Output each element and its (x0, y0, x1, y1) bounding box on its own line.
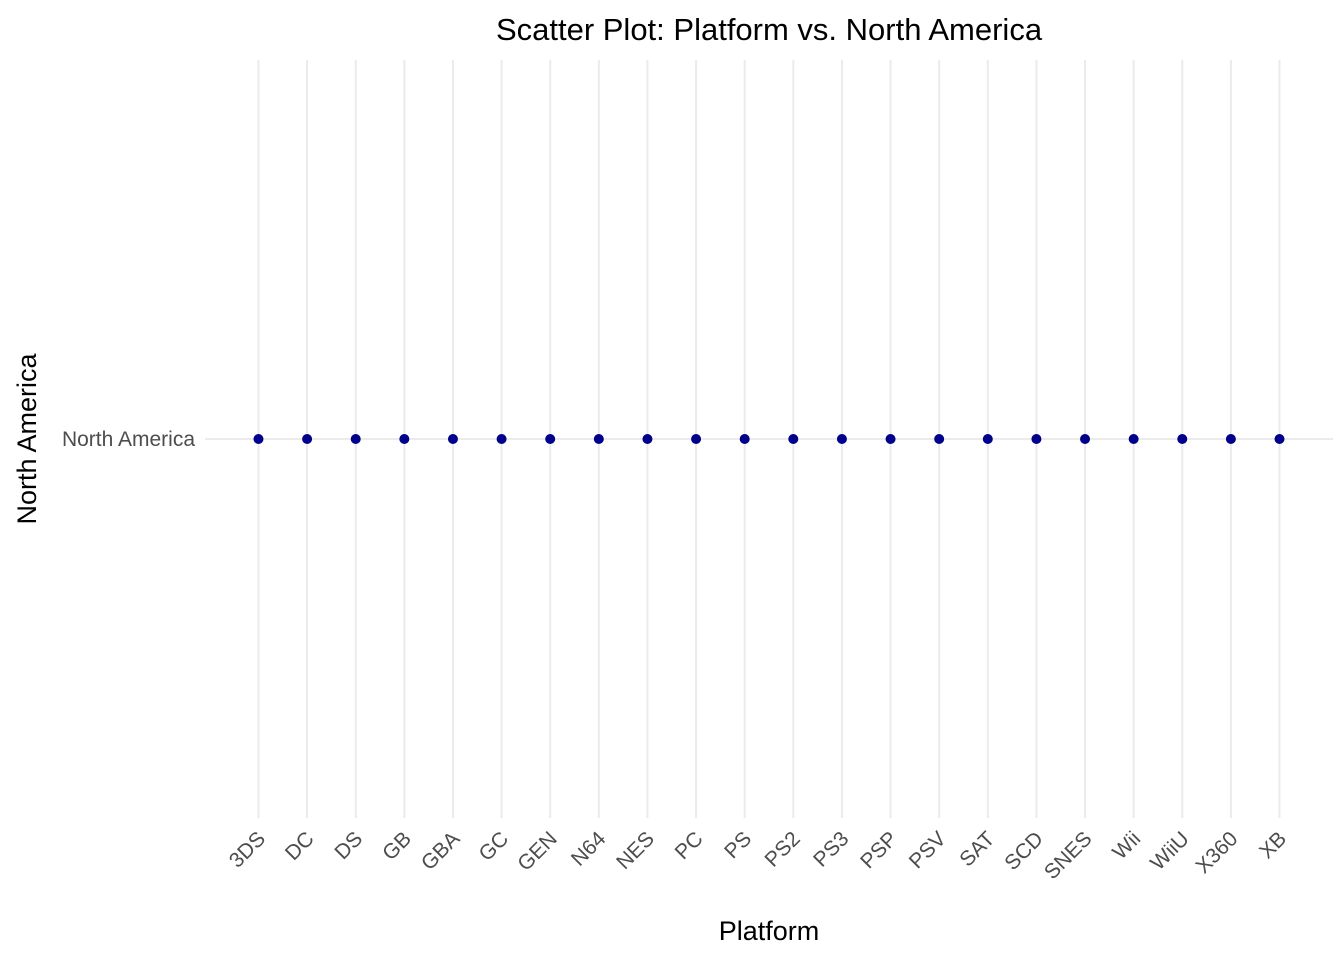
data-point (545, 434, 556, 444)
y-axis-label: North America (12, 352, 42, 524)
x-tick-label: NES (612, 827, 659, 874)
y-tick-labels: North America (62, 428, 195, 451)
data-point (302, 434, 313, 444)
data-point (593, 434, 604, 444)
data-points (253, 434, 1285, 444)
data-point (447, 434, 458, 444)
grid-lines (205, 60, 1333, 818)
y-tick-label: North America (62, 428, 195, 451)
x-tick-label: PS2 (761, 827, 805, 871)
x-tick-label: WiiU (1146, 827, 1194, 875)
data-point (1128, 434, 1139, 444)
data-point (253, 434, 264, 444)
data-point (1274, 434, 1285, 444)
x-tick-label: GBA (417, 827, 465, 875)
data-point (934, 434, 945, 444)
x-tick-label: Wii (1108, 827, 1145, 864)
x-tick-label: GEN (513, 827, 561, 875)
data-point (399, 434, 410, 444)
data-point (739, 434, 750, 444)
x-tick-label: SNES (1040, 827, 1097, 884)
x-tick-label: 3DS (225, 827, 270, 872)
data-point (885, 434, 896, 444)
data-point (1080, 434, 1091, 444)
data-point (1031, 434, 1042, 444)
x-tick-label: N64 (567, 827, 611, 871)
data-point (691, 434, 702, 444)
x-tick-label: GB (378, 827, 416, 865)
data-point (350, 434, 361, 444)
x-tick-label: PSV (905, 827, 951, 873)
data-point (1225, 434, 1236, 444)
chart-title: Scatter Plot: Platform vs. North America (496, 12, 1043, 47)
x-tick-label: DC (281, 827, 319, 865)
data-point (982, 434, 993, 444)
data-point (496, 434, 507, 444)
x-tick-label: XB (1255, 827, 1291, 863)
x-tick-label: SAT (955, 827, 999, 871)
x-tick-label: DS (330, 827, 367, 864)
x-tick-label: PC (671, 827, 708, 864)
data-point (642, 434, 653, 444)
x-tick-label: PSP (856, 827, 902, 873)
data-point (1177, 434, 1188, 444)
x-tick-label: PS (720, 827, 756, 863)
x-tick-labels: 3DS DC DS GB GBA GC GEN N64 NES PC PS PS2 PS3 PSP PSV S… (225, 827, 1291, 884)
x-axis-label: Platform (719, 916, 820, 946)
data-point (788, 434, 799, 444)
x-tick-label: GC (475, 827, 514, 866)
data-point (836, 434, 847, 444)
x-tick-label: PS3 (809, 827, 853, 871)
x-tick-label: X360 (1191, 827, 1242, 878)
